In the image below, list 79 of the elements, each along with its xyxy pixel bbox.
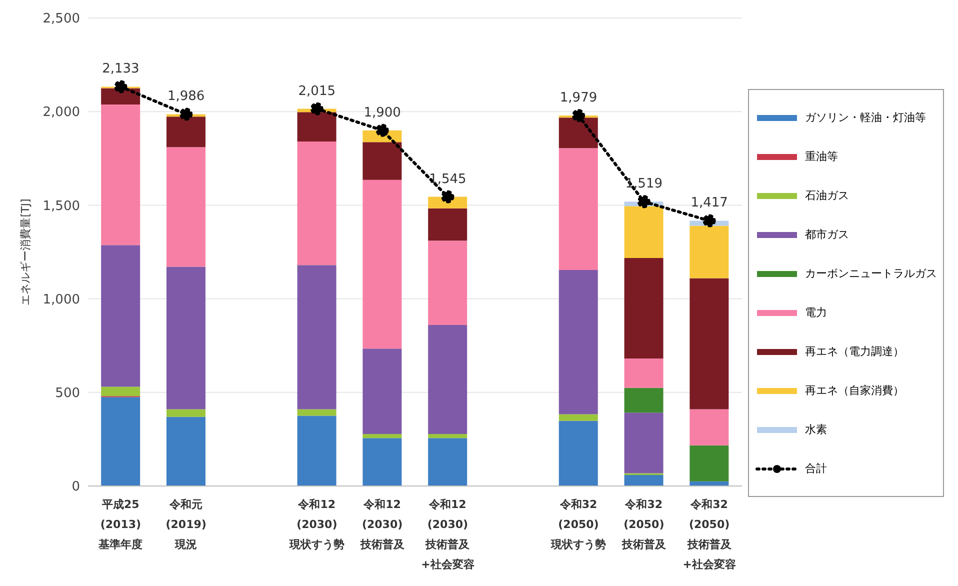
point: [702, 214, 716, 228]
bar: [166, 409, 206, 417]
bar: [690, 278, 729, 410]
bar: [690, 445, 729, 482]
data-label: 1,417: [690, 196, 728, 211]
bar: [558, 148, 598, 270]
bar: [166, 416, 206, 486]
bar: [101, 386, 140, 396]
bar: [101, 245, 140, 387]
bar: [428, 240, 468, 326]
x-tick-label: 令和32 (2050) 技術普及: [620, 498, 667, 551]
point: [376, 124, 389, 137]
legend-label: ガソリン・軽油・灯油等: [805, 110, 926, 125]
y-tick-label: 2,500: [42, 12, 80, 27]
bar: [101, 397, 140, 486]
bar: [428, 208, 468, 241]
x-tick-label: 令和12 (2030) 現状すう勢: [288, 498, 344, 551]
bar: [428, 438, 468, 486]
legend-label: 重油等: [805, 149, 838, 164]
bar: [558, 420, 598, 486]
bar: [624, 258, 664, 359]
bar: [297, 265, 336, 410]
bar: [101, 104, 140, 246]
bar: [297, 142, 336, 266]
x-tick-label: 令和元 (2019) 現況: [166, 498, 206, 551]
legend-label: 都市ガス: [805, 227, 849, 242]
bar: [297, 112, 336, 142]
legend-label: カーボンニュートラルガス: [805, 266, 937, 281]
bar: [362, 180, 402, 349]
legend-label: 再エネ（自家消費）: [805, 383, 904, 398]
y-tick-label: 1,500: [42, 198, 80, 214]
bar: [297, 409, 336, 416]
data-label: 1,900: [364, 105, 401, 120]
bar: [362, 348, 402, 434]
bar: [362, 142, 402, 180]
data-label: 2,133: [102, 62, 140, 77]
bar: [624, 206, 664, 258]
bar: [428, 325, 468, 434]
point: [114, 80, 128, 94]
x-tick-label: 令和12 (2030) 技術普及 +社会変容: [421, 498, 474, 571]
y-axis-title: エネルギー消費量[TJ]: [18, 198, 32, 306]
bar: [624, 412, 664, 474]
bar: [558, 414, 598, 421]
data-label: 1,986: [167, 89, 205, 104]
bar: [624, 358, 664, 388]
bar: [362, 434, 402, 438]
bar: [166, 116, 206, 148]
x-tick-label: 令和32 (2050) 現状すう勢: [550, 498, 606, 551]
point: [637, 195, 650, 208]
point: [441, 190, 454, 204]
bar: [558, 270, 598, 414]
bar: [166, 266, 206, 410]
y-tick-label: 2,000: [42, 105, 80, 120]
y-tick-label: 0: [72, 480, 80, 495]
bar: [690, 226, 729, 278]
legend-label: 水素: [805, 422, 827, 437]
legend-label: 合計: [805, 461, 827, 476]
bar: [362, 438, 402, 486]
y-tick-label: 1,000: [42, 292, 80, 308]
data-label: 1,545: [429, 172, 466, 187]
bar: [297, 416, 336, 486]
legend-label: 再エネ（電力調達）: [805, 344, 904, 359]
point: [310, 102, 324, 116]
bar: [558, 118, 598, 148]
bar: [166, 147, 206, 267]
bar: [624, 474, 664, 486]
legend-label: 電力: [805, 305, 827, 320]
data-label: 1,979: [560, 90, 598, 106]
legend-label: 石油ガス: [805, 188, 849, 203]
y-tick-label: 500: [55, 386, 80, 402]
data-label: 2,015: [298, 84, 336, 99]
bar: [428, 434, 468, 438]
point: [180, 108, 193, 121]
bar: [624, 388, 664, 413]
x-tick-label: 令和32 (2050) 技術普及 +社会変容: [682, 498, 736, 571]
x-tick-label: 令和12 (2030) 技術普及: [359, 498, 406, 551]
point: [572, 109, 585, 122]
bar: [690, 409, 729, 446]
x-tick-label: 平成25 (2013) 基準年度: [98, 498, 143, 551]
